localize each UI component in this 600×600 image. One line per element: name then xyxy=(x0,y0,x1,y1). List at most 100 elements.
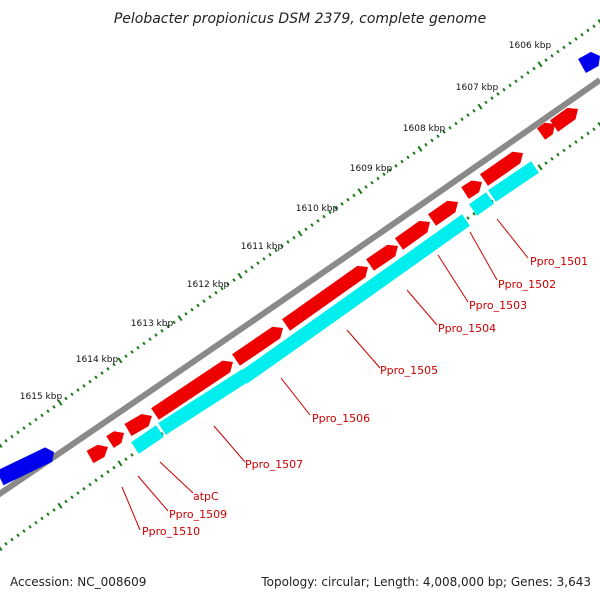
tick-dot xyxy=(268,252,272,257)
tick-dot xyxy=(4,438,8,443)
gene-label-ppro-1507: Ppro_1507 xyxy=(245,458,303,471)
tick-dot xyxy=(262,257,266,261)
cds-blocks xyxy=(131,161,539,454)
tick-dot xyxy=(597,18,600,26)
tick-dot xyxy=(112,465,116,470)
tick-dot xyxy=(34,520,38,525)
tick-dot xyxy=(388,168,392,172)
tick-dot xyxy=(196,303,200,308)
tick-dot xyxy=(40,516,44,521)
tick-dot xyxy=(88,482,92,487)
tick-dot xyxy=(4,541,8,546)
tick-dot xyxy=(280,244,284,248)
tick-dot xyxy=(286,240,290,244)
tick-dot xyxy=(112,362,116,367)
tick-dot xyxy=(100,474,104,478)
tick-dot xyxy=(10,537,14,542)
label-leader-line xyxy=(137,475,169,512)
context-gene xyxy=(578,51,600,73)
tick-dot xyxy=(297,230,303,237)
tick-dot xyxy=(562,148,566,153)
gene-arrow xyxy=(232,326,283,366)
tick-dot xyxy=(520,75,524,79)
tick-dot xyxy=(537,61,543,68)
tick-dot xyxy=(597,121,600,129)
genome-backbone xyxy=(0,77,600,498)
tick-dot xyxy=(22,529,26,533)
tick-dot xyxy=(16,533,20,538)
tick-dot xyxy=(574,140,578,144)
cds-block xyxy=(158,369,250,435)
tick-dot xyxy=(76,491,80,495)
tick-label: 1609 kbp xyxy=(350,164,393,174)
label-leader-line xyxy=(346,329,381,369)
tick-dot xyxy=(508,83,512,88)
tick-dot xyxy=(106,367,110,371)
tick-dot xyxy=(136,345,140,350)
tick-dot xyxy=(22,426,26,430)
tick-dot xyxy=(550,54,554,58)
accession-text: Accession: NC_008609 xyxy=(10,575,146,589)
tick-dot xyxy=(154,333,158,337)
tick-dot xyxy=(394,164,398,168)
gene-arrow xyxy=(550,107,578,132)
tick-dot xyxy=(328,210,332,215)
tick-dot xyxy=(172,320,176,325)
tick-dot xyxy=(568,41,572,45)
tick-dot xyxy=(544,58,548,62)
gene-arrow xyxy=(282,265,368,331)
tick-dot xyxy=(430,138,434,143)
tick-dot xyxy=(316,219,320,223)
tick-dot xyxy=(28,525,32,529)
gene-label-ppro-1503: Ppro_1503 xyxy=(469,299,527,312)
tick-dot xyxy=(586,131,590,136)
tick-dot xyxy=(568,144,572,148)
label-leader-line xyxy=(159,461,194,494)
tick-dot xyxy=(94,478,98,483)
tick-dot xyxy=(184,312,188,316)
tick-dot xyxy=(237,272,243,279)
tick-dot xyxy=(514,79,518,84)
tick-dot xyxy=(580,32,584,37)
tick-dot xyxy=(166,324,170,329)
gene-label-ppro-1509: Ppro_1509 xyxy=(169,508,227,521)
tick-dot xyxy=(57,399,63,406)
tick-dot xyxy=(16,430,20,435)
tick-label: 1610 kbp xyxy=(296,204,339,214)
tick-dot xyxy=(28,422,32,426)
tick-dot xyxy=(592,24,596,29)
tick-dot xyxy=(580,135,584,140)
label-leader-line xyxy=(280,377,311,416)
tick-dot xyxy=(340,202,344,206)
tick-dot xyxy=(586,28,590,33)
tick-dot xyxy=(64,396,68,401)
tick-dot xyxy=(496,92,500,96)
gene-label-ppro-1510: Ppro_1510 xyxy=(142,525,200,538)
label-leader-line xyxy=(496,218,529,259)
tick-dot xyxy=(106,470,110,474)
tick-dot xyxy=(537,164,543,171)
tick-dot xyxy=(250,265,254,270)
label-leader-line xyxy=(213,425,246,463)
cds-block xyxy=(469,192,494,216)
tick-dot xyxy=(34,417,38,422)
tick-dot xyxy=(202,299,206,303)
tick-dot xyxy=(142,341,146,346)
tick-label: 1611 kbp xyxy=(241,242,284,252)
gene-arrow xyxy=(124,414,152,436)
tick-dot xyxy=(322,214,326,219)
tick-dot xyxy=(52,508,56,512)
tick-dot xyxy=(94,375,98,380)
tick-dot xyxy=(466,216,470,220)
tick-dot xyxy=(124,457,128,461)
tick-dot xyxy=(417,145,423,152)
context-gene xyxy=(0,447,54,486)
tick-dot xyxy=(472,212,476,216)
gene-arrow xyxy=(536,122,555,140)
tick-dot xyxy=(406,155,410,160)
label-leader-line xyxy=(437,254,469,303)
tick-dot xyxy=(448,125,452,130)
tick-dot xyxy=(226,282,230,287)
gene-arrow xyxy=(366,244,398,271)
